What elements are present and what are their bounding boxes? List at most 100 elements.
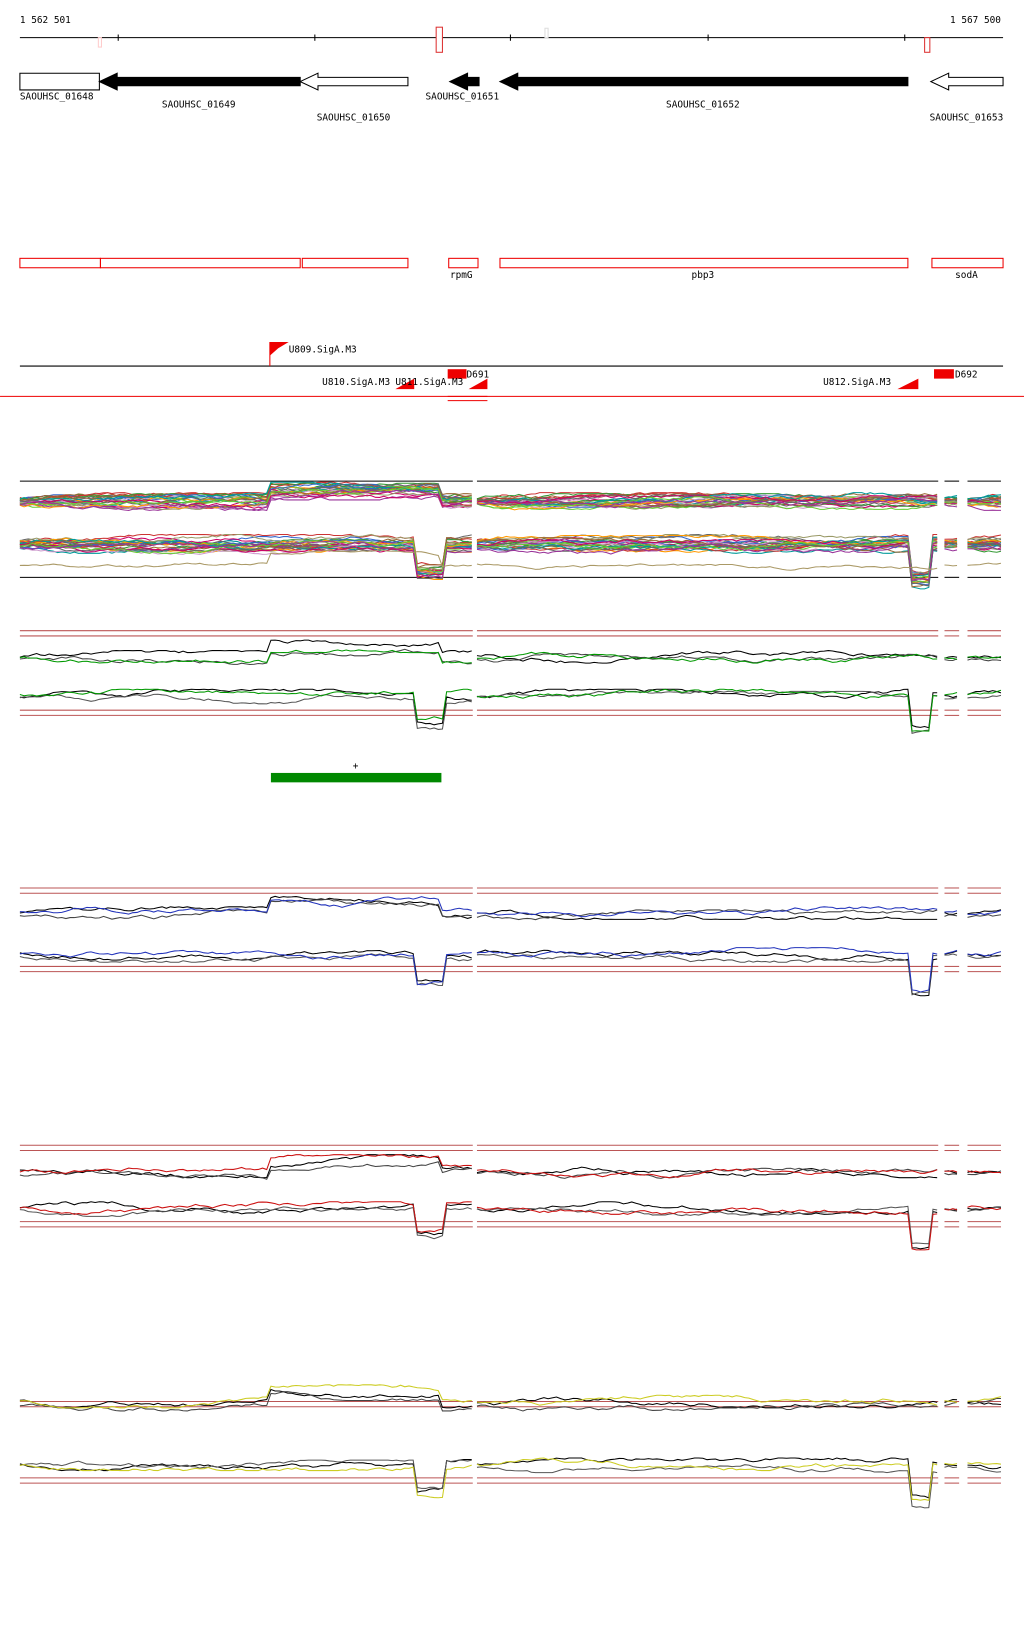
profile-line <box>967 658 1002 662</box>
profile-line <box>967 542 1002 546</box>
profile-line <box>19 953 472 986</box>
profile-line <box>19 1201 472 1233</box>
profile-line <box>944 545 958 549</box>
profile-line <box>19 1161 472 1180</box>
profile-line <box>967 694 1002 699</box>
profile-line <box>967 909 1002 915</box>
promoter-label: U810.SigA.M3 <box>322 377 390 388</box>
profile-line <box>19 1201 472 1236</box>
profile-line <box>19 895 472 919</box>
profile-line <box>19 541 472 579</box>
profile-line <box>967 543 1001 548</box>
profile-line <box>476 1168 938 1179</box>
profile-line <box>944 498 958 501</box>
profile-line <box>967 655 1002 659</box>
profile-line <box>476 496 938 510</box>
ruler-markers <box>97 26 931 53</box>
profile-line <box>967 914 1002 918</box>
profile-line <box>476 541 938 581</box>
profile-line <box>19 949 472 986</box>
gene <box>498 72 909 91</box>
gene <box>98 72 301 91</box>
profile-line <box>476 493 938 502</box>
gene-label: SAOUHSC_01649 <box>162 100 236 111</box>
profile-line <box>967 1464 1002 1470</box>
promoter-flag <box>269 342 289 356</box>
profile-line <box>967 951 1002 957</box>
profile-line <box>944 496 958 499</box>
profile-line <box>944 548 958 552</box>
profile-line <box>944 501 958 504</box>
profile-line <box>476 495 938 504</box>
segment-label: + <box>353 761 359 772</box>
profile-line <box>476 906 938 918</box>
profile-line <box>967 1400 1002 1405</box>
promoter-label: D691 <box>467 370 490 381</box>
ruler-end: 1 567 500 <box>950 15 1001 26</box>
profile-line <box>944 1465 958 1469</box>
feature-box <box>448 257 479 269</box>
gene <box>298 72 409 91</box>
profile-line <box>967 1170 1001 1173</box>
feature-box <box>301 257 409 269</box>
promoter-label: U812.SigA.M3 <box>823 377 891 388</box>
profile-line <box>944 953 958 956</box>
profile-line <box>944 695 958 699</box>
profile-line <box>967 539 1002 543</box>
profile-line <box>19 485 472 507</box>
profile-line <box>476 1206 938 1251</box>
promoter-label: D692 <box>955 370 978 381</box>
profile-line <box>19 1459 472 1493</box>
profile-line <box>967 1205 1002 1211</box>
profile-line <box>19 1154 472 1174</box>
profile-line <box>476 947 938 993</box>
profile-line <box>19 549 472 568</box>
profile-line <box>476 1457 938 1502</box>
profile-line <box>19 540 472 574</box>
profile-line <box>19 693 472 730</box>
profile-line <box>476 909 938 921</box>
profile-line <box>944 692 958 696</box>
profile-line <box>967 494 1002 500</box>
profile-line <box>944 697 958 700</box>
promoter-label: U811.SigA.M3 <box>395 377 463 388</box>
profile-line <box>967 1397 1001 1405</box>
profile-line <box>19 1463 472 1499</box>
segment-bar <box>270 772 442 783</box>
profile-line <box>19 482 472 502</box>
gene <box>19 72 100 91</box>
profile-line <box>967 502 1002 506</box>
profile-line <box>19 489 472 511</box>
profile-line <box>19 950 472 983</box>
profile-line <box>944 504 958 508</box>
profile-line <box>476 1396 938 1409</box>
gene-label: SAOUHSC_01650 <box>317 112 391 123</box>
profile-line <box>967 534 1002 541</box>
profile-line <box>19 491 472 510</box>
profile-line <box>476 688 938 732</box>
profile-line <box>476 1394 938 1406</box>
profile-line <box>967 536 1002 541</box>
profile-line <box>967 544 1002 549</box>
profile-line <box>19 1459 472 1490</box>
profile-line <box>476 496 938 510</box>
promoter-label: U809.SigA.M3 <box>289 344 357 355</box>
profile-line <box>967 501 1002 505</box>
profile-line <box>19 898 472 920</box>
promoter-flag <box>897 378 919 390</box>
profile-line <box>967 1462 1002 1465</box>
profile-line <box>476 909 938 920</box>
feature-label: rpmG <box>450 270 473 281</box>
promoter-flag <box>395 378 415 390</box>
profile-line <box>967 909 1002 916</box>
profile-line <box>967 547 1002 551</box>
gene-label: SAOUHSC_01651 <box>426 91 500 102</box>
profile-line <box>476 541 938 582</box>
profile-line <box>967 1206 1002 1212</box>
profile-line <box>476 563 938 571</box>
profile-line <box>476 653 938 664</box>
promoter-block <box>934 369 954 379</box>
profile-line <box>944 1401 958 1407</box>
profile-line <box>476 493 938 507</box>
